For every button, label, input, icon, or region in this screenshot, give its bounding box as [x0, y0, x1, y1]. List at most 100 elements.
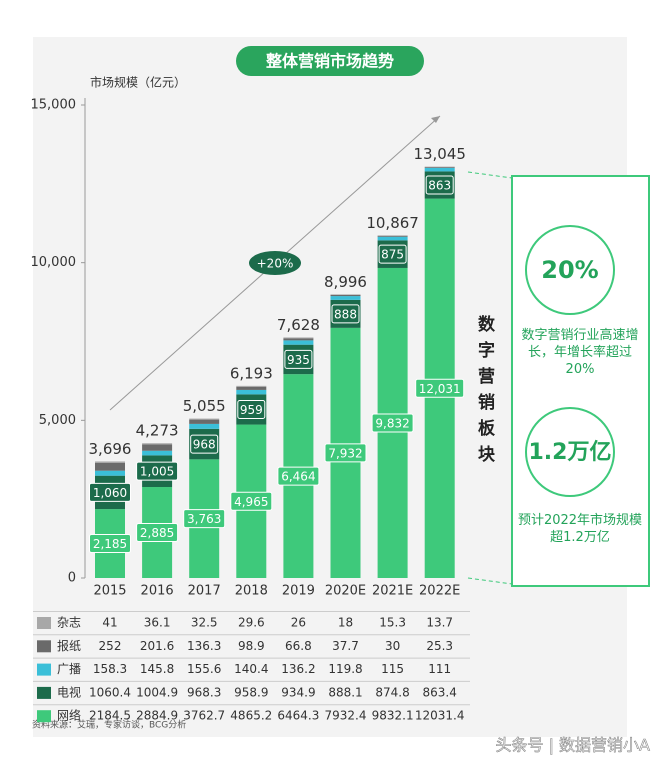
- bar-segment: [189, 418, 220, 420]
- table-cell: 140.4: [234, 662, 268, 676]
- table-cell: 32.5: [191, 616, 218, 630]
- label-box: [284, 349, 313, 369]
- bar-segment: [236, 385, 267, 387]
- table-cell: 1060.4: [89, 685, 131, 699]
- table-cell: 29.6: [238, 616, 265, 630]
- x-tick-label: 2021E: [372, 584, 413, 599]
- title-pill: [236, 46, 424, 76]
- table-cell: 25.3: [426, 639, 453, 653]
- legend-label: 报纸: [57, 638, 81, 653]
- table-cell: 26: [291, 616, 306, 630]
- bar-segment: [283, 337, 314, 339]
- table-cell: 888.1: [328, 685, 362, 699]
- table-cell: 37.7: [332, 639, 359, 653]
- y-tick-label: 15,000: [31, 98, 77, 113]
- value-label: 863: [428, 178, 451, 192]
- value-label: 12,031: [419, 382, 461, 396]
- value-label: 968: [193, 438, 216, 452]
- chart-title: 整体营销市场趋势: [265, 52, 394, 71]
- legend-label: 广播: [57, 662, 81, 676]
- table-cell: 30: [385, 639, 400, 653]
- table-cell: 145.8: [140, 662, 174, 676]
- value-label: 888: [334, 307, 357, 321]
- watermark: 头条号 | 数据营销小A: [495, 736, 650, 755]
- table-cell: 119.8: [328, 662, 362, 676]
- total-label: 5,055: [183, 397, 226, 415]
- table-cell: 7932.4: [325, 709, 367, 723]
- label-box: [230, 491, 273, 511]
- bar-segment: [189, 423, 220, 429]
- bar-segment: [95, 470, 125, 476]
- y-tick-label: 5,000: [39, 413, 76, 428]
- total-label: 6,193: [230, 364, 273, 382]
- x-tick-label: 2022E: [419, 584, 460, 599]
- table-cell: 9832.1: [372, 709, 414, 723]
- label-box: [324, 443, 367, 463]
- bar-segment: [236, 389, 267, 395]
- bar-segment: [377, 235, 408, 237]
- x-tick-label: 2017: [188, 584, 221, 599]
- value-label: 959: [240, 403, 263, 417]
- legend-swatch: [37, 663, 51, 676]
- legend-swatch: [37, 617, 51, 629]
- stat-circle: [525, 225, 615, 315]
- total-label: 4,273: [136, 422, 179, 440]
- table-cell: 36.1: [144, 616, 171, 630]
- legend-swatch: [37, 640, 51, 653]
- label-box: [136, 523, 179, 543]
- table-cell: 2184.5: [89, 709, 131, 723]
- value-label: 1,060: [93, 486, 127, 500]
- label-box: [89, 482, 131, 502]
- label-box: [371, 413, 414, 433]
- stat-circle: [525, 407, 615, 497]
- table-cell: 252: [99, 639, 122, 653]
- table-cell: 155.6: [187, 662, 221, 676]
- value-label: 1,005: [140, 465, 174, 479]
- panel-text: 数字营销行业高速增长，年增长率超过20%: [521, 328, 639, 377]
- bar-segment: [142, 444, 173, 451]
- x-tick-label: 2018: [235, 584, 268, 599]
- table-cell: 2884.9: [136, 709, 178, 723]
- label-box: [415, 378, 465, 398]
- bar-segment: [95, 462, 125, 471]
- legend-label: 电视: [57, 684, 81, 699]
- label-box: [425, 175, 454, 195]
- label-box: [378, 244, 407, 264]
- total-label: 13,045: [413, 145, 466, 163]
- bar-segment: [283, 338, 314, 341]
- value-label: 7,932: [328, 446, 362, 460]
- table-cell: 13.7: [426, 616, 453, 630]
- arrow-head: [431, 116, 440, 123]
- value-label: 9,832: [375, 416, 409, 430]
- x-tick-label: 2019: [282, 584, 315, 599]
- table-cell: 4865.2: [230, 709, 272, 723]
- table-cell: 12031.4: [415, 709, 465, 723]
- table-cell: 874.8: [375, 685, 409, 699]
- legend-swatch: [37, 686, 51, 699]
- value-label: 2,885: [140, 526, 174, 540]
- connector: [467, 171, 513, 179]
- label-box: [183, 509, 226, 529]
- panel-stat: 1.2万亿: [529, 440, 612, 465]
- bar-segment: [236, 386, 267, 390]
- table-cell: 115: [381, 662, 404, 676]
- y-axis-label: 市场规模（亿元）: [90, 75, 186, 90]
- table-cell: 201.6: [140, 639, 174, 653]
- total-label: 3,696: [89, 440, 132, 458]
- panel-title: 数字营销板块: [478, 315, 495, 465]
- bar-segment: [377, 236, 408, 241]
- value-label: 935: [287, 353, 310, 367]
- table-cell: 136.3: [187, 639, 221, 653]
- bar-segment: [142, 450, 173, 456]
- source: 资料来源：艾瑞，专家访谈，BCG分析: [32, 719, 186, 731]
- legend-label: 网络: [57, 708, 81, 723]
- value-label: 6,464: [281, 470, 315, 484]
- bar-segment: [424, 167, 455, 172]
- label-box: [136, 461, 179, 481]
- value-label: 2,185: [93, 537, 127, 551]
- table-cell: 158.3: [93, 662, 127, 676]
- bar-segment: [95, 461, 125, 463]
- y-tick-label: 0: [68, 571, 76, 586]
- label-box: [89, 534, 131, 554]
- table-cell: 934.9: [281, 685, 315, 699]
